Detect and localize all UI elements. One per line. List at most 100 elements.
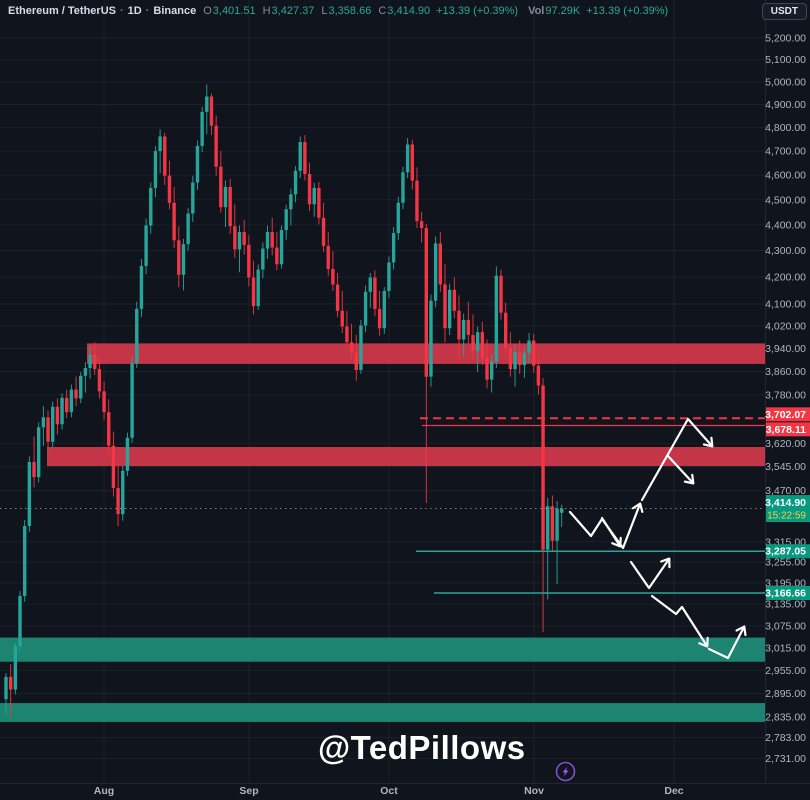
candle-body: [116, 488, 120, 515]
exchange-name[interactable]: Binance: [153, 5, 197, 17]
candle-body: [485, 357, 489, 380]
candle-body: [475, 332, 480, 351]
price-axis-label: 4,400.00: [765, 219, 806, 231]
candle-body: [340, 310, 344, 327]
separator: ·: [120, 5, 124, 17]
candle-body: [312, 187, 316, 205]
candle-body: [158, 136, 162, 152]
candle-body: [368, 277, 372, 292]
marker-price: 3,166.66: [765, 588, 806, 600]
candle-body: [289, 194, 293, 210]
price-axis[interactable]: 5,200.00 5,100.00 5,000.00 4,900.00 4,800.00…: [765, 33, 806, 766]
high-label: H: [262, 5, 271, 17]
watermark-handle: @TedPillows: [318, 729, 526, 766]
bar-countdown: 15:22:59: [767, 511, 806, 522]
interval-selector[interactable]: 1D: [127, 5, 142, 17]
resistance-level-label: 3,678.11: [766, 422, 810, 437]
candle-body: [60, 397, 64, 425]
candle-body: [181, 244, 186, 275]
price-axis-label: 3,015.00: [765, 642, 806, 654]
price-axis-label: 3,470.00: [765, 485, 806, 497]
candle-body: [522, 352, 527, 366]
candle-body: [298, 142, 302, 171]
price-axis-label: 3,075.00: [765, 620, 806, 632]
candle-body: [518, 351, 522, 366]
candle-body: [527, 340, 531, 353]
low-label: L: [321, 5, 328, 17]
candle-body: [125, 437, 130, 471]
candle-body: [223, 186, 228, 208]
resistance-level-label: 3,702.07: [765, 407, 810, 422]
candle-body: [256, 269, 260, 307]
candle-body: [377, 308, 382, 329]
price-axis-label: 4,020.00: [765, 321, 806, 333]
candle-body: [209, 96, 214, 126]
candle-body: [27, 461, 32, 527]
candle-body: [130, 363, 134, 438]
price-axis-label: 4,500.00: [765, 194, 806, 206]
projection-drop-mid: [666, 454, 695, 485]
candle-body: [401, 172, 405, 203]
marker-bg: [766, 586, 810, 601]
candle-body: [102, 391, 106, 413]
candle-body: [452, 289, 457, 311]
candle-body: [335, 284, 340, 311]
marker-bg: [766, 407, 810, 422]
candle-body: [457, 310, 461, 340]
candle-body: [433, 243, 438, 301]
marker-bg: [766, 544, 810, 559]
price-axis-label: 3,620.00: [765, 438, 806, 450]
open-label: O: [203, 5, 212, 17]
drawing-arrows: [568, 417, 747, 660]
candle-body: [107, 412, 111, 446]
candle-body: [74, 389, 78, 399]
candle-body: [237, 232, 242, 250]
open-value: 3,401.51: [212, 5, 256, 17]
price-axis-label: 4,900.00: [765, 99, 806, 111]
candle-body: [331, 269, 335, 285]
close-label: C: [378, 5, 387, 17]
candle-body: [429, 300, 433, 377]
price-axis-label: 4,200.00: [765, 271, 806, 283]
candle-body: [195, 145, 200, 183]
candle-body: [270, 232, 274, 248]
candle-body: [303, 142, 307, 174]
candle-body: [251, 277, 256, 307]
candle-body: [149, 187, 153, 226]
candle-body: [233, 226, 237, 250]
candle-body: [405, 144, 410, 173]
candle-body: [293, 170, 298, 195]
candle-body: [471, 334, 475, 351]
candle-body: [275, 247, 279, 265]
support-level-label: 3,287.05: [765, 544, 810, 559]
candle-body: [46, 417, 50, 442]
candle-body: [349, 342, 354, 353]
currency-button[interactable]: USDT: [761, 3, 807, 20]
candle-body: [163, 136, 167, 176]
candle-body: [354, 352, 358, 371]
candle-body: [359, 325, 363, 371]
candle-body: [144, 225, 148, 266]
candle-body: [4, 676, 8, 700]
candle-body: [396, 202, 400, 234]
symbol-title[interactable]: Ethereum / TetherUS: [8, 5, 116, 17]
projection-rally-then-reject: [640, 417, 714, 502]
candle-body: [499, 275, 503, 313]
volume-value: 97.29K: [545, 5, 581, 17]
candle-body: [536, 365, 541, 386]
candle-body: [424, 227, 428, 377]
marker-price: 3,414.90: [765, 497, 806, 509]
close-value: 3,414.90: [387, 5, 431, 17]
price-axis-label: 4,100.00: [765, 298, 806, 310]
candle-body: [65, 397, 69, 413]
price-axis-label: 3,860.00: [765, 366, 806, 378]
last-price-label: 3,414.90 15:22:59: [765, 495, 810, 523]
price-axis-label: 5,200.00: [765, 33, 806, 45]
time-axis[interactable]: Aug Sep Oct Nov Dec: [94, 785, 684, 797]
candle-body: [36, 427, 41, 478]
candle-body: [532, 340, 536, 366]
candle-body: [415, 180, 419, 222]
projection-breakdown: [600, 516, 622, 548]
lightning-bolt-icon[interactable]: [553, 759, 578, 784]
